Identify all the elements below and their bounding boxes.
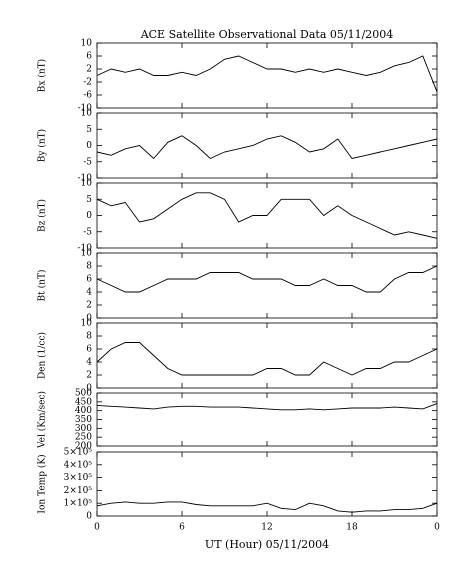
y-tick-label: 8 [86,332,92,342]
x-tick-label: 12 [261,523,272,533]
chart-title: ACE Satellite Observational Data 05/11/2… [140,28,394,41]
y-tick-label: 200 [75,442,92,452]
y-tick-label: -5 [83,227,92,237]
y-axis-label: Bt (nT) [37,270,48,302]
y-tick-label: 0 [86,384,92,394]
y-tick-label: 10 [81,179,93,189]
y-tick-label: 5 [86,125,92,135]
y-tick-label: 2×10⁵ [64,486,93,496]
data-line [96,192,438,239]
y-tick-label: 250 [75,433,92,443]
y-axis-label: By (nT) [37,129,48,162]
y-tick-label: 8 [86,262,92,272]
y-tick-label: 400 [75,406,92,416]
panel-frame [96,112,438,179]
y-tick-label: 4×10⁵ [64,460,93,470]
x-axis-label: UT (Hour) 05/11/2004 [205,538,329,551]
panel-frame [96,252,438,319]
y-tick-label: 6 [86,275,92,285]
data-line [96,342,438,376]
y-tick-label: 1×10⁵ [64,499,93,509]
y-tick-label: -10 [78,104,93,114]
y-tick-label: 500 [75,389,92,399]
y-axis-label: Bz (nT) [37,199,48,232]
panel-frame [96,322,438,389]
y-tick-label: -2 [83,78,92,88]
y-tick-label: 2 [86,65,92,75]
panel-frame [96,42,438,109]
y-tick-label: 300 [75,424,92,434]
y-tick-label: 10 [81,249,93,259]
x-tick-label: 18 [346,523,358,533]
y-tick-label: -10 [78,244,93,254]
data-line [96,265,438,293]
y-tick-label: 450 [75,397,92,407]
data-line [96,55,438,92]
x-tick-label: 0 [434,523,440,533]
y-tick-label: 0 [86,314,92,324]
y-tick-label: -6 [83,91,92,101]
y-tick-label: 5 [86,195,92,205]
y-axis-label: Den (1/cc) [37,332,48,379]
y-axis-label: Bx (nT) [37,59,48,92]
y-tick-label: 0 [86,141,92,151]
y-tick-label: 2 [86,301,92,311]
panel-frame [96,392,438,447]
y-tick-label: 5×10⁵ [64,448,93,458]
y-tick-label: 10 [81,109,93,119]
panel-frame [96,451,438,517]
x-tick-label: 6 [179,523,185,533]
y-tick-label: 4 [86,358,92,368]
y-tick-label: 350 [75,415,92,425]
y-tick-label: -5 [83,157,92,167]
data-line [96,501,438,513]
y-tick-label: 10 [81,39,93,49]
y-tick-label: 0 [86,512,92,522]
data-line [96,135,438,160]
y-axis-label: Vel (Km/sec) [37,391,48,449]
y-tick-label: 4 [86,288,92,298]
y-tick-label: 3×10⁵ [64,473,93,483]
data-line [96,403,438,411]
y-tick-label: 2 [86,371,92,381]
y-tick-label: 10 [81,319,93,329]
y-tick-label: 0 [86,211,92,221]
y-axis-label: Ion Temp (K) [37,454,48,513]
y-tick-label: 6 [86,52,92,62]
y-tick-label: 6 [86,345,92,355]
y-tick-label: -10 [78,174,93,184]
x-tick-label: 0 [94,523,100,533]
